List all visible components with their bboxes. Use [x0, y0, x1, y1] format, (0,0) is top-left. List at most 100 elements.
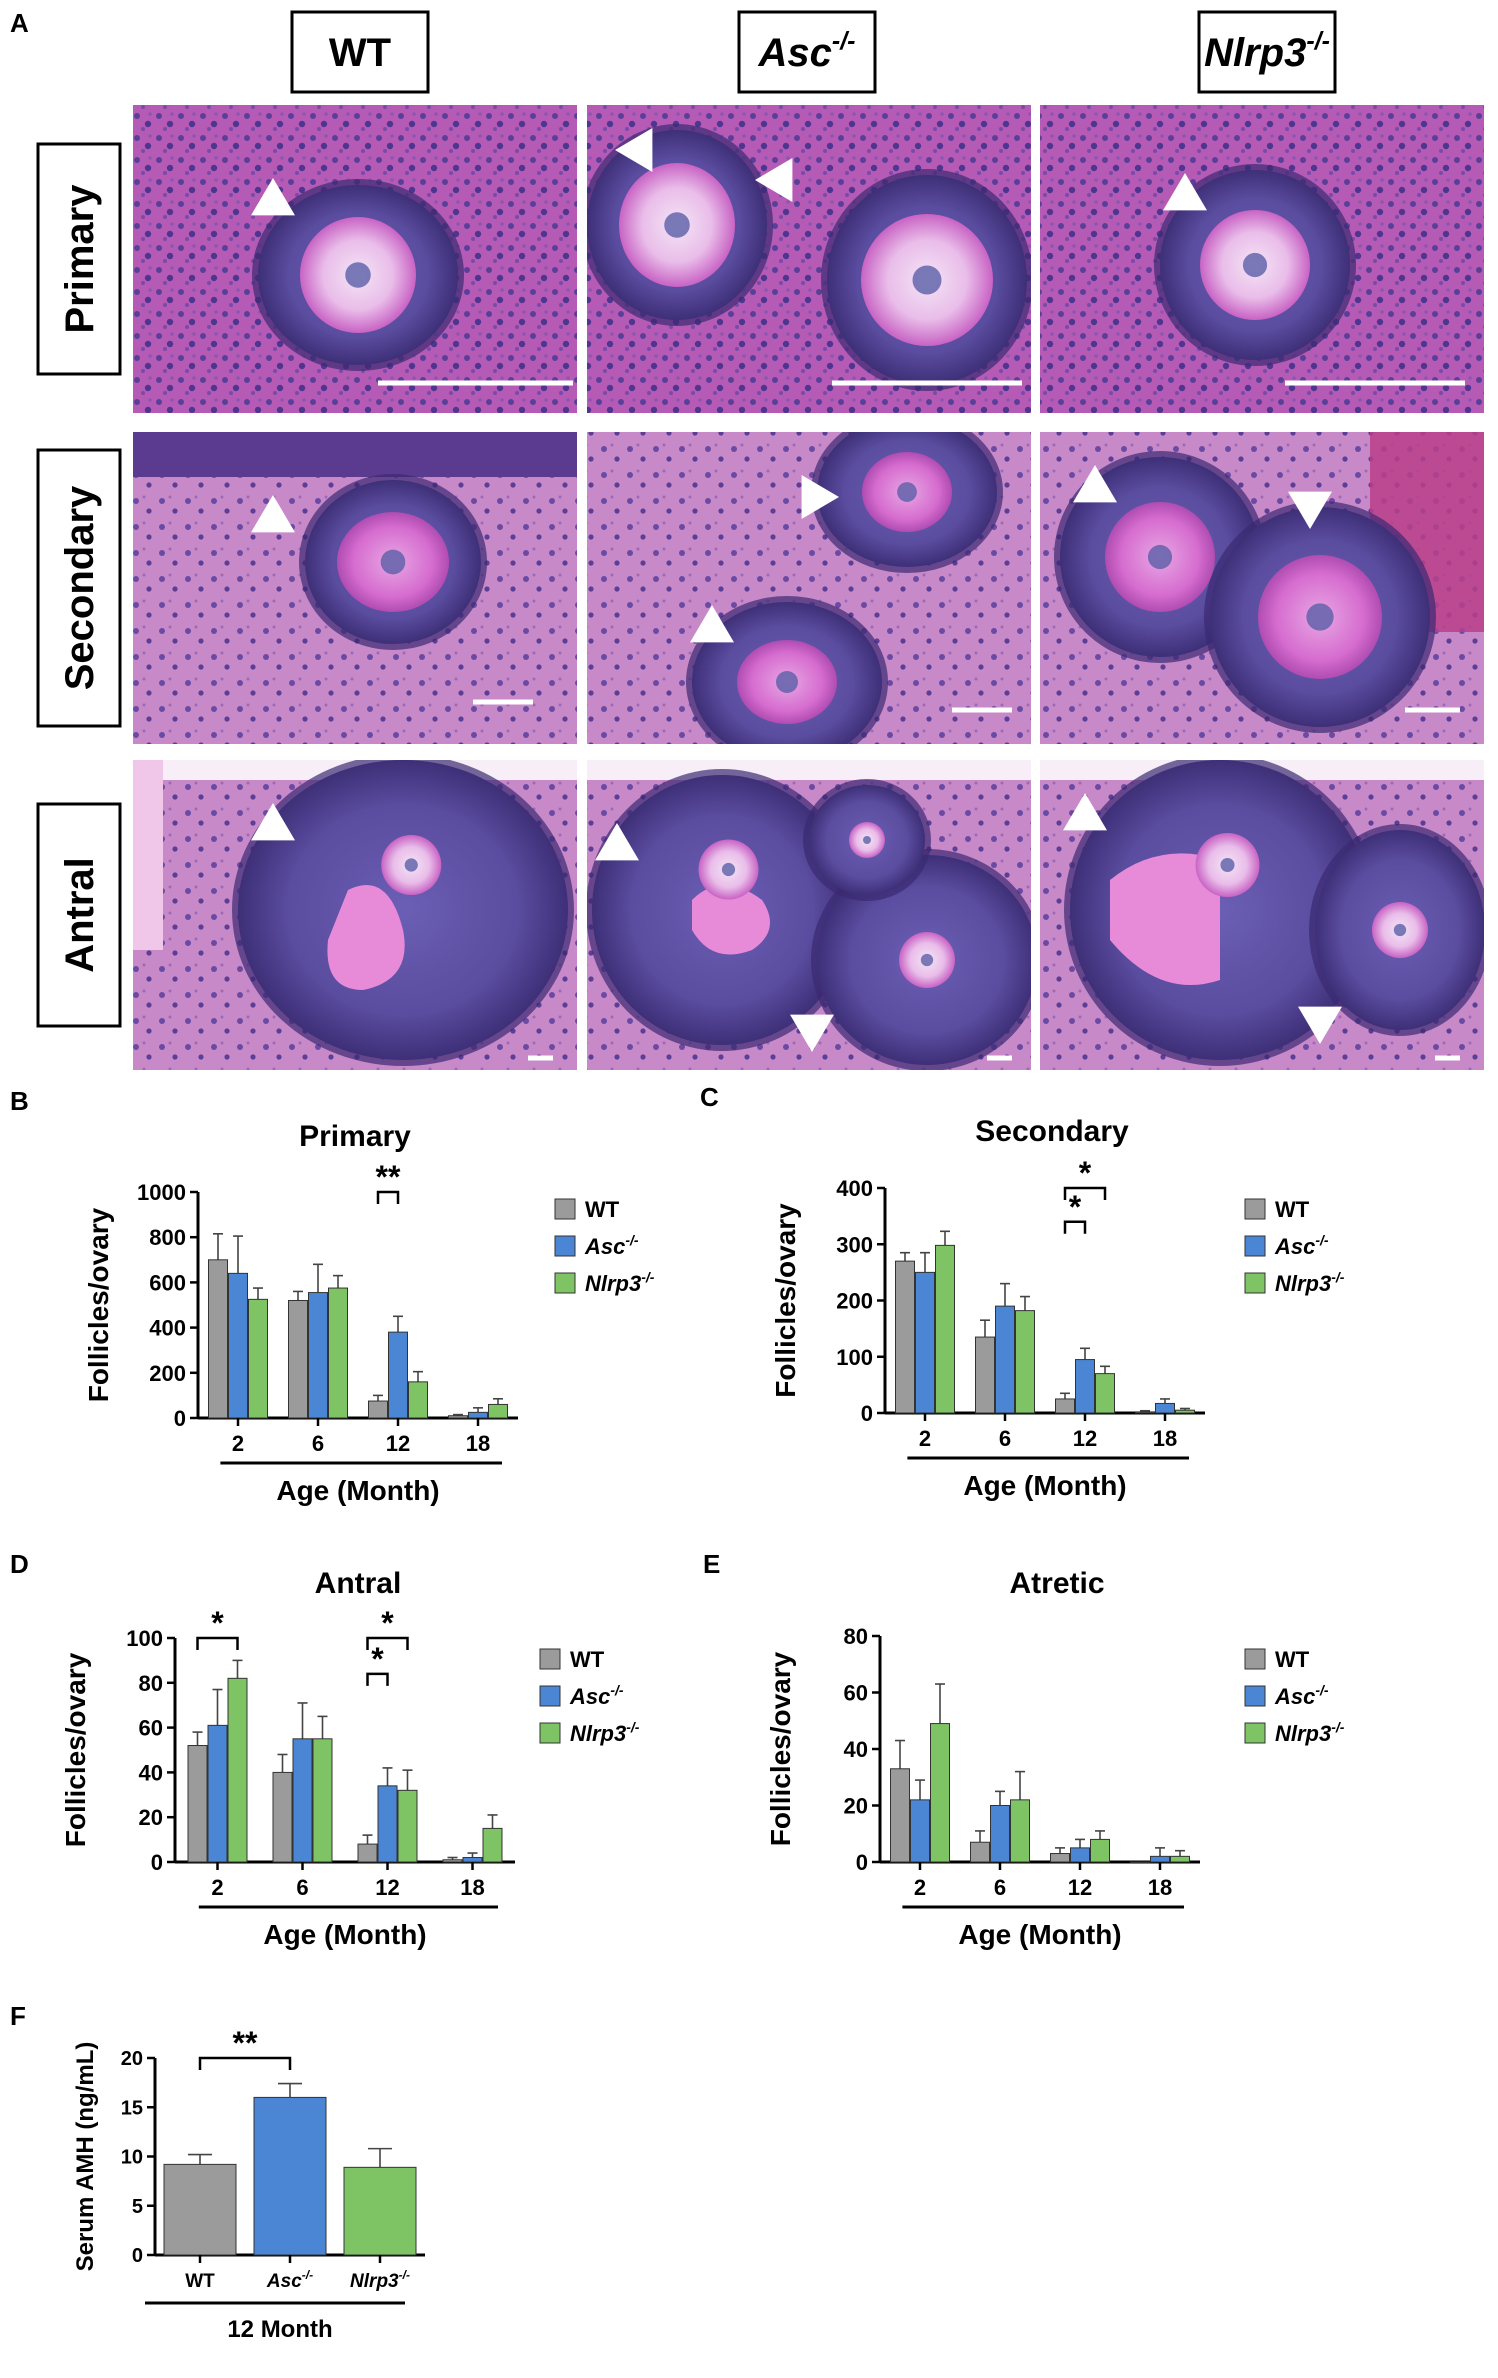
- micrograph-cell: [133, 760, 577, 1070]
- chart-c: C Secondary 0 100 200 300 400 Follicles/ovary 2 6…: [700, 1082, 1345, 1501]
- legend-swatch-wt: [539, 1648, 561, 1670]
- x-axis-label: Age (Month): [963, 1470, 1126, 1501]
- x-tick-label: 18: [466, 1431, 490, 1456]
- legend-swatch-wt: [1244, 1198, 1266, 1220]
- legend-swatch-wt: [554, 1198, 576, 1220]
- bar-wt: [288, 1299, 308, 1419]
- y-tick-label: 40: [139, 1760, 163, 1785]
- legend-swatch-nlrp3: [539, 1722, 561, 1744]
- row-header-box: [36, 448, 122, 728]
- significance-marker: *: [381, 1605, 394, 1641]
- x-axis-label: Age (Month): [263, 1919, 426, 1950]
- oocyte-nucleus: [1147, 544, 1173, 570]
- y-axis-label: Follicles/ovary: [770, 1203, 801, 1398]
- bar-nlrp3: [408, 1381, 428, 1419]
- panel-letter-d: D: [10, 1549, 29, 1579]
- significance-marker: *: [211, 1605, 224, 1641]
- bar-asc: [253, 2096, 327, 2256]
- x-tick-label: Asc-/-: [266, 2268, 313, 2292]
- significance-bracket: [376, 1190, 400, 1204]
- bar-nlrp3: [312, 1738, 333, 1863]
- legend-label-asc: Asc-/-: [1274, 1682, 1329, 1709]
- arrowhead-marker: [1073, 465, 1117, 503]
- arrowhead-marker: [1163, 173, 1207, 211]
- x-tick-label: 2: [232, 1431, 244, 1456]
- significance-bracket: [1063, 1186, 1107, 1200]
- y-axis-label: Follicles/ovary: [83, 1207, 114, 1402]
- y-tick-label: 600: [149, 1270, 186, 1295]
- micrograph-cell: [587, 760, 1031, 1070]
- micrograph-cell: [587, 105, 1031, 413]
- y-tick-label: 5: [132, 2196, 143, 2218]
- bar-wt: [975, 1336, 995, 1414]
- significance-marker: **: [376, 1159, 401, 1195]
- panel-letter-c: C: [700, 1082, 719, 1112]
- x-axis-label: Age (Month): [958, 1919, 1121, 1950]
- bar-asc: [388, 1331, 408, 1419]
- y-tick-label: 400: [149, 1316, 186, 1341]
- legend-label-nlrp3: Nlrp3-/-: [1275, 1269, 1345, 1296]
- y-axis-label: Serum AMH (ng/mL): [72, 2042, 99, 2272]
- x-tick-label: 12: [375, 1875, 399, 1900]
- y-tick-label: 0: [151, 1850, 163, 1875]
- y-axis-label: Follicles/ovary: [60, 1652, 91, 1847]
- y-axis-label: Follicles/ovary: [765, 1651, 796, 1846]
- bar-wt: [970, 1841, 990, 1863]
- bar-asc: [1150, 1855, 1170, 1863]
- micrograph-cell: [1040, 760, 1484, 1070]
- legend-label-asc: Asc-/-: [1274, 1232, 1329, 1259]
- tissue-surface: [133, 432, 577, 477]
- y-tick-label: 20: [121, 2048, 143, 2070]
- row-header-primary: Primary: [58, 184, 102, 334]
- legend-swatch-asc: [554, 1235, 576, 1257]
- bar-nlrp3: [482, 1827, 503, 1863]
- arrowhead-marker: [1063, 793, 1107, 831]
- column-header-nlrp3: Nlrp3-/-: [1204, 27, 1330, 75]
- y-tick-label: 0: [132, 2245, 143, 2267]
- oocyte-nucleus: [863, 836, 871, 844]
- arrowhead-marker: [1298, 1006, 1342, 1044]
- y-tick-label: 60: [139, 1716, 163, 1741]
- significance-bracket: [366, 1672, 389, 1686]
- arrowhead-marker: [615, 128, 653, 172]
- y-tick-label: 0: [856, 1850, 868, 1875]
- bar-nlrp3: [343, 2166, 417, 2256]
- significance-bracket: [198, 2056, 292, 2070]
- bar-nlrp3: [930, 1723, 950, 1863]
- legend-swatch-nlrp3: [1244, 1722, 1266, 1744]
- legend-label-asc: Asc-/-: [569, 1682, 624, 1709]
- x-tick-label: WT: [185, 2271, 215, 2292]
- x-tick-label: 18: [1153, 1426, 1177, 1451]
- panel-letter-b: B: [10, 1086, 29, 1116]
- bar-nlrp3: [397, 1789, 418, 1863]
- bar-nlrp3: [227, 1677, 248, 1863]
- x-tick-label: Nlrp3-/-: [350, 2268, 410, 2292]
- bar-wt: [272, 1771, 293, 1863]
- arrowhead-marker: [251, 178, 295, 216]
- bar-wt: [208, 1259, 228, 1419]
- x-tick-label: 2: [919, 1426, 931, 1451]
- y-tick-label: 80: [844, 1624, 868, 1649]
- bar-wt: [368, 1400, 388, 1419]
- oocyte-nucleus: [380, 549, 406, 575]
- legend-label-nlrp3: Nlrp3-/-: [1275, 1719, 1345, 1746]
- bar-asc: [207, 1724, 228, 1863]
- significance-marker: **: [233, 2025, 258, 2061]
- bar-wt: [1055, 1398, 1075, 1414]
- bar-wt: [1050, 1853, 1070, 1863]
- chart-title: Antral: [315, 1567, 402, 1600]
- legend-swatch-asc: [539, 1685, 561, 1707]
- x-tick-label: 18: [1148, 1875, 1172, 1900]
- legend-swatch-nlrp3: [1244, 1272, 1266, 1294]
- row-header-secondary: Secondary: [58, 485, 102, 690]
- oocyte-nucleus: [920, 953, 934, 967]
- bar-nlrp3: [328, 1287, 348, 1419]
- x-tick-label: 2: [211, 1875, 223, 1900]
- arrowhead-marker: [251, 495, 295, 533]
- row-header-box: [36, 802, 122, 1028]
- legend-label-wt: WT: [1275, 1647, 1310, 1672]
- bar-wt: [895, 1260, 915, 1414]
- bar-nlrp3: [1095, 1373, 1115, 1414]
- column-header-box: [1197, 10, 1337, 94]
- micrograph-panel: A WT Asc-/- Nlrp3-/- Primary Secondary Antral: [10, 8, 1484, 1070]
